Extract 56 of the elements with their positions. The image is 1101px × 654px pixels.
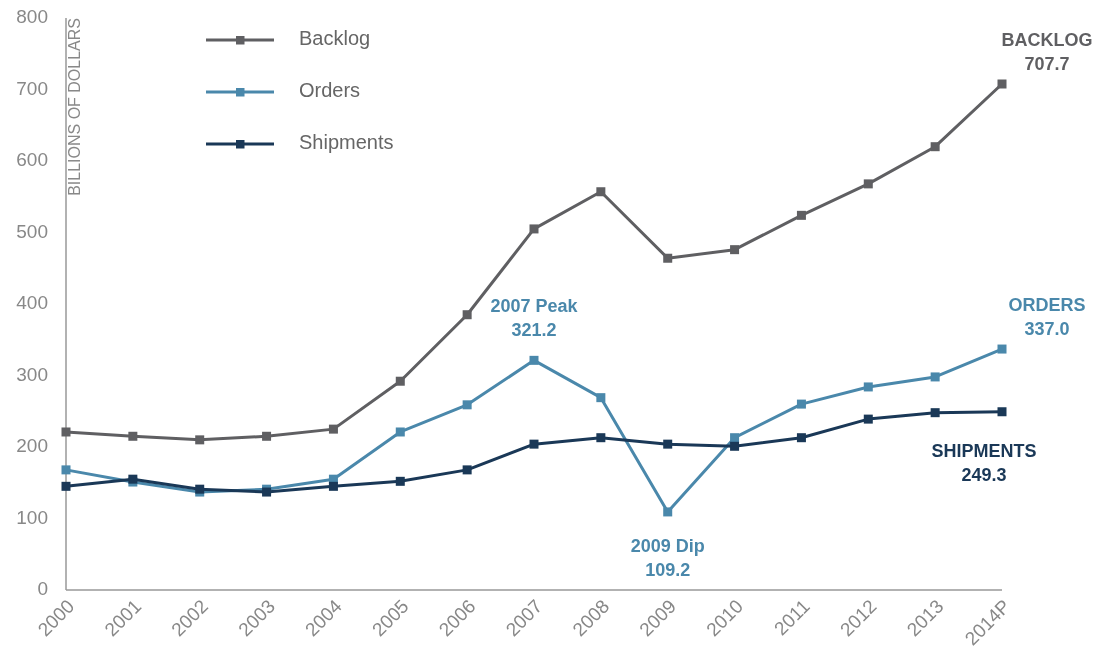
legend-label: Orders bbox=[299, 79, 361, 102]
y-tick-label: 100 bbox=[16, 506, 48, 528]
point bbox=[663, 253, 673, 263]
point bbox=[997, 79, 1007, 89]
point bbox=[997, 407, 1007, 417]
point bbox=[128, 431, 138, 441]
point bbox=[730, 433, 740, 443]
point bbox=[930, 372, 940, 382]
point bbox=[395, 376, 405, 386]
point bbox=[529, 224, 539, 234]
point bbox=[863, 382, 873, 392]
point bbox=[930, 408, 940, 418]
point bbox=[796, 210, 806, 220]
legend-label: Shipments bbox=[299, 131, 394, 154]
point bbox=[529, 439, 539, 449]
annotation: 2007 Peak 321.2 bbox=[490, 296, 579, 341]
y-tick-label: 0 bbox=[37, 578, 48, 600]
point bbox=[796, 399, 806, 409]
point bbox=[863, 179, 873, 189]
point bbox=[529, 355, 539, 365]
y-tick-label: 200 bbox=[16, 435, 48, 457]
point bbox=[328, 481, 338, 491]
annotation: SHIPMENTS 249.3 bbox=[931, 440, 1037, 485]
point bbox=[328, 424, 338, 434]
y-tick-label: 800 bbox=[16, 6, 48, 28]
y-tick-label: 700 bbox=[16, 77, 48, 99]
point bbox=[796, 433, 806, 443]
annotation: ORDERS 337.0 bbox=[1008, 295, 1086, 340]
point bbox=[863, 414, 873, 424]
point bbox=[596, 187, 606, 197]
point bbox=[997, 344, 1007, 354]
point bbox=[395, 427, 405, 437]
annotation: BACKLOG 707.7 bbox=[1001, 29, 1093, 74]
point bbox=[596, 393, 606, 403]
point bbox=[395, 476, 405, 486]
point bbox=[61, 427, 71, 437]
point bbox=[462, 400, 472, 410]
point bbox=[930, 142, 940, 152]
y-tick-label: 500 bbox=[16, 220, 48, 242]
point bbox=[663, 507, 673, 517]
point bbox=[596, 433, 606, 443]
point bbox=[730, 441, 740, 451]
y-axis-title: BILLIONS OF DOLLARS bbox=[66, 18, 83, 196]
point bbox=[61, 465, 71, 475]
annotation: 2009 Dip 109.2 bbox=[630, 535, 705, 580]
point bbox=[61, 481, 71, 491]
point bbox=[462, 465, 472, 475]
point bbox=[262, 431, 272, 441]
y-tick-label: 400 bbox=[16, 292, 48, 314]
y-tick-label: 300 bbox=[16, 363, 48, 385]
point bbox=[663, 439, 673, 449]
y-tick-label: 600 bbox=[16, 149, 48, 171]
point bbox=[195, 435, 205, 445]
point bbox=[730, 245, 740, 255]
point bbox=[462, 310, 472, 320]
legend-label: Backlog bbox=[299, 27, 371, 50]
